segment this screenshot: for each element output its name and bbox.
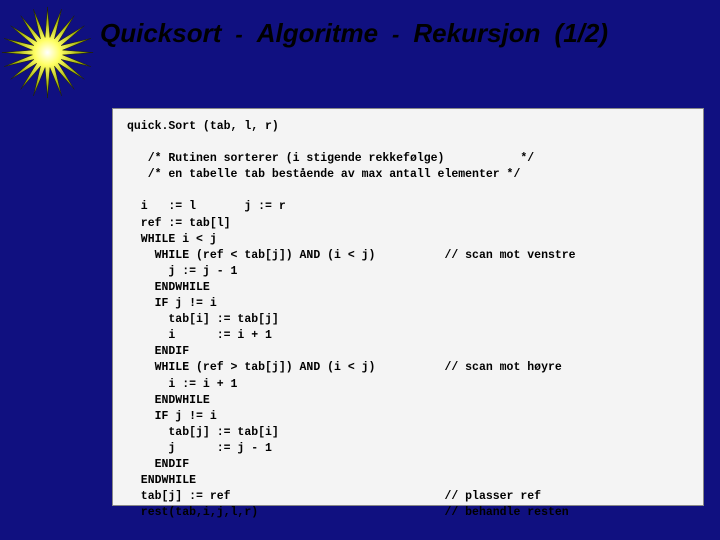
code-content: quick.Sort (tab, l, r) /* Rutinen sorter… bbox=[127, 119, 691, 521]
slide-title: Quicksort - Algoritme - Rekursjon (1/2) bbox=[100, 18, 608, 49]
title-part-2: Algoritme bbox=[257, 18, 378, 49]
title-part-1: Quicksort bbox=[100, 18, 221, 49]
title-part-3: Rekursjon bbox=[413, 18, 540, 49]
title-sep: - bbox=[392, 22, 399, 48]
starburst-icon bbox=[0, 5, 95, 100]
title-sep: - bbox=[235, 22, 242, 48]
code-box: quick.Sort (tab, l, r) /* Rutinen sorter… bbox=[112, 108, 704, 506]
title-part-4: (1/2) bbox=[555, 18, 608, 49]
